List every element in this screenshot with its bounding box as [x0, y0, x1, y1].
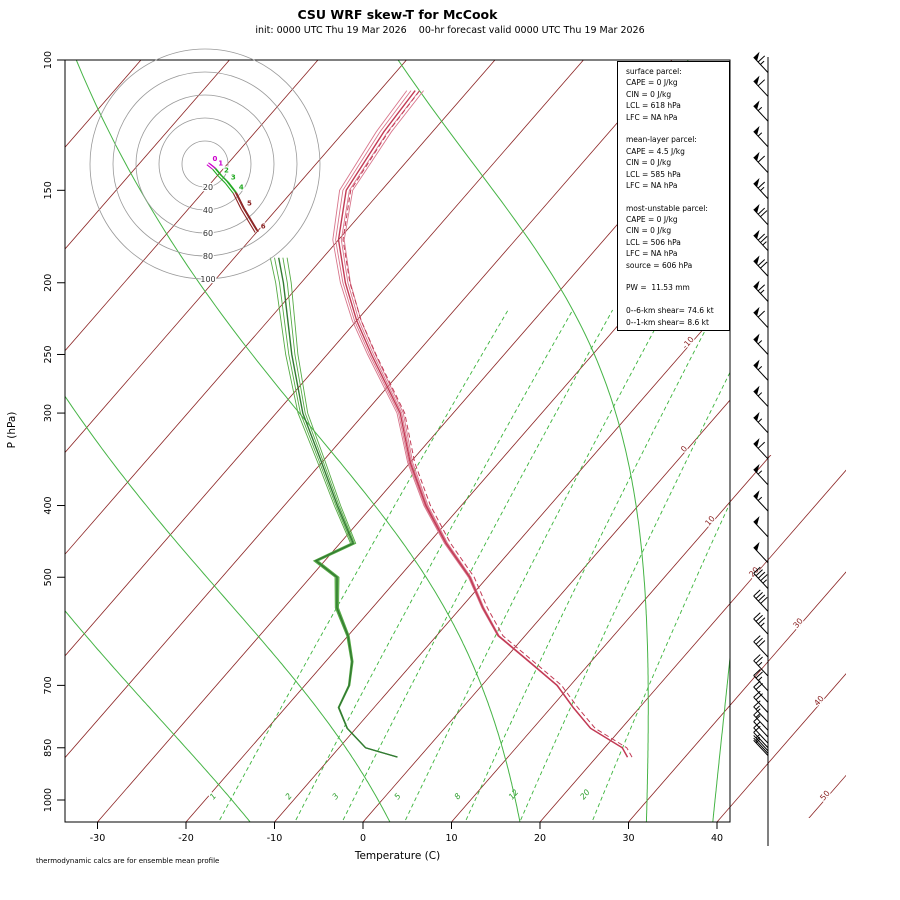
parcel-info-line: 0--1-km shear= 8.6 kt — [626, 317, 709, 327]
svg-text:1: 1 — [208, 792, 218, 802]
svg-text:0: 0 — [212, 155, 217, 163]
svg-text:10: 10 — [445, 833, 457, 844]
svg-text:300: 300 — [43, 404, 54, 422]
svg-text:-20: -20 — [178, 833, 194, 844]
svg-text:1: 1 — [218, 159, 223, 167]
parcel-info-line: LCL = 618 hPa — [626, 101, 681, 111]
parcel-info-line: CIN = 0 J/kg — [626, 226, 672, 236]
svg-text:20: 20 — [747, 565, 760, 579]
parcel-info-line — [626, 123, 729, 134]
svg-text:0: 0 — [360, 833, 366, 844]
parcel-info-line: LCL = 506 hPa — [626, 237, 681, 247]
svg-text:500: 500 — [43, 568, 54, 586]
parcel-info-line: LFC = NA hPa — [626, 249, 678, 259]
parcel-info-line: CAPE = 0 J/kg — [626, 78, 678, 88]
parcel-info-line: LCL = 585 hPa — [626, 169, 681, 179]
y-axis-title: P (hPa) — [6, 411, 18, 449]
svg-text:3: 3 — [231, 173, 236, 181]
x-axis-title: Temperature (C) — [354, 850, 441, 862]
footnote: thermodynamic calcs are for ensemble mea… — [36, 857, 220, 865]
svg-text:100: 100 — [43, 51, 54, 69]
svg-text:-30: -30 — [90, 833, 106, 844]
svg-text:4: 4 — [239, 184, 244, 192]
svg-text:10: 10 — [703, 514, 716, 528]
svg-text:40: 40 — [812, 694, 825, 708]
svg-text:6: 6 — [261, 223, 266, 231]
svg-text:80: 80 — [203, 252, 213, 261]
parcel-info-line: most-unstable parcel: — [626, 203, 708, 213]
parcel-info-line: 0--6-km shear= 74.6 kt — [626, 306, 714, 316]
parcel-info-box: surface parcel: CAPE = 0 J/kg CIN = 0 J/… — [617, 61, 730, 331]
svg-text:3: 3 — [331, 792, 341, 802]
parcel-info-line: CAPE = 4.5 J/kg — [626, 146, 685, 156]
svg-text:250: 250 — [43, 345, 54, 363]
svg-text:12: 12 — [507, 788, 520, 802]
parcel-info-line: CIN = 0 J/kg — [626, 158, 672, 168]
svg-text:40: 40 — [203, 206, 213, 215]
svg-text:1000: 1000 — [43, 788, 54, 812]
svg-text:2: 2 — [284, 792, 294, 802]
svg-text:50: 50 — [818, 789, 831, 803]
parcel-info-line — [626, 294, 729, 305]
svg-text:30: 30 — [791, 616, 804, 630]
svg-text:-10: -10 — [680, 335, 695, 351]
svg-text:150: 150 — [43, 181, 54, 199]
svg-text:40: 40 — [711, 833, 723, 844]
svg-text:200: 200 — [43, 274, 54, 292]
parcel-info-line: PW = 11.53 mm — [626, 283, 690, 293]
svg-text:5: 5 — [393, 792, 403, 802]
parcel-info-line: LFC = NA hPa — [626, 180, 678, 190]
parcel-info-line — [626, 191, 729, 202]
chart-subtitle: init: 0000 UTC Thu 19 Mar 2026 00-hr for… — [255, 25, 645, 36]
parcel-info-line: CIN = 0 J/kg — [626, 89, 672, 99]
svg-text:0: 0 — [679, 444, 689, 454]
parcel-info-line: source = 606 hPa — [626, 260, 693, 270]
svg-text:20: 20 — [534, 833, 546, 844]
svg-text:700: 700 — [43, 676, 54, 694]
svg-text:-10: -10 — [267, 833, 283, 844]
parcel-info-line: mean-layer parcel: — [626, 135, 697, 145]
svg-text:100: 100 — [200, 275, 215, 284]
svg-text:400: 400 — [43, 496, 54, 514]
svg-text:8: 8 — [453, 792, 463, 802]
parcel-info-line — [626, 271, 729, 282]
parcel-info-line: surface parcel: — [626, 67, 682, 76]
chart-title: CSU WRF skew-T for McCook — [297, 7, 498, 22]
parcel-info-line: CAPE = 0 J/kg — [626, 215, 678, 225]
svg-text:20: 20 — [203, 183, 213, 192]
svg-text:2: 2 — [224, 166, 229, 174]
svg-text:30: 30 — [622, 833, 634, 844]
svg-text:20: 20 — [578, 788, 591, 802]
svg-text:5: 5 — [247, 200, 252, 208]
svg-text:60: 60 — [203, 229, 213, 238]
svg-text:850: 850 — [43, 739, 54, 757]
parcel-info-line: LFC = NA hPa — [626, 112, 678, 122]
